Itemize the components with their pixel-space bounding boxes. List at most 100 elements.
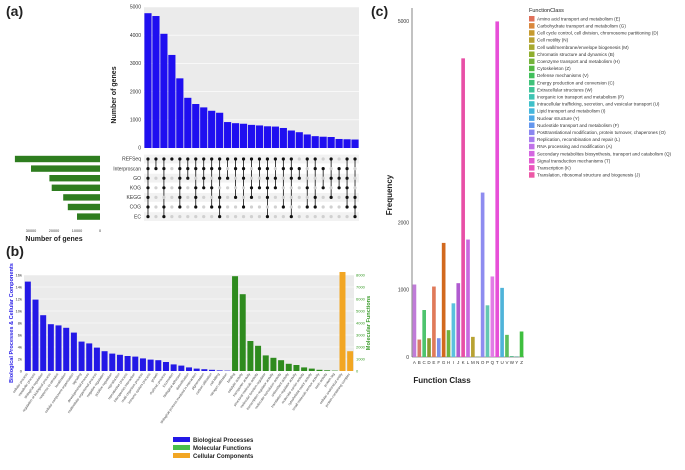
upset-y-axis-label: Number of genes	[111, 66, 118, 123]
go-bar	[308, 368, 315, 371]
upset-y-tick: 5000	[130, 5, 141, 11]
upset-matrix-dot-filled	[194, 186, 198, 190]
upset-matrix-dot-empty	[249, 167, 254, 171]
upset-matrix-dot-filled	[233, 167, 238, 171]
cog-legend-label: Coenzyme transport and metabolism (H)	[537, 59, 620, 64]
go-bar	[86, 343, 93, 371]
upset-matrix-dot-empty	[170, 167, 174, 171]
upset-set-size-label: Number of genes	[25, 236, 82, 243]
upset-matrix-dot-empty	[321, 157, 325, 161]
cog-legend-swatch	[529, 101, 535, 107]
upset-matrix-dot-empty	[218, 186, 222, 190]
upset-matrix-dot-filled	[297, 167, 301, 171]
upset-matrix-dot-filled	[162, 176, 166, 180]
upset-matrix-dot-filled	[178, 205, 182, 209]
upset-matrix-dot-empty	[297, 205, 301, 209]
cog-legend-swatch	[529, 58, 535, 65]
cog-legend-label: Lipid transport and metabolism (I)	[537, 109, 606, 114]
go-category-label: signaling	[71, 372, 82, 385]
upset-set-tick: 10000	[72, 229, 83, 233]
upset-matrix-dot-empty	[226, 195, 230, 199]
upset-matrix-dot-empty	[249, 205, 254, 209]
upset-y-tick: 3000	[130, 61, 141, 67]
upset-bar	[200, 107, 208, 148]
cog-legend-label: Inorganic ion transport and metabolism (…	[537, 95, 624, 100]
cog-legend-label: Nuclear structure (Y)	[537, 116, 580, 121]
cog-bar	[461, 58, 465, 357]
cog-legend-swatch	[529, 136, 535, 143]
cog-legend-swatch	[529, 94, 535, 100]
cog-bar	[436, 338, 441, 357]
upset-matrix-dot-filled	[178, 195, 182, 199]
upset-set-label: KEGG	[127, 195, 142, 201]
upset-matrix-dot-filled	[146, 205, 150, 209]
upset-matrix-dot-filled	[281, 205, 285, 209]
go-left-tick: 8k	[18, 321, 22, 326]
cog-legend-swatch	[529, 122, 535, 128]
upset-matrix-dot-filled	[202, 186, 206, 190]
upset-bar	[231, 123, 240, 148]
upset-matrix-dot-filled	[210, 186, 214, 190]
cog-x-tick: N	[476, 360, 479, 365]
upset-bar	[247, 124, 256, 148]
cog-bar	[480, 192, 485, 357]
upset-matrix-dot-filled	[273, 176, 277, 180]
cog-legend-swatch	[529, 79, 535, 86]
upset-matrix-dot-empty	[186, 195, 190, 199]
upset-matrix-dot-filled	[345, 157, 349, 161]
panel-a-label: (a)	[6, 3, 23, 19]
cog-x-tick: U	[500, 360, 503, 365]
upset-matrix-dot-empty	[154, 215, 158, 219]
upset-matrix-dot-filled	[289, 215, 293, 219]
upset-matrix-dot-filled	[162, 215, 166, 219]
go-bar	[139, 358, 146, 371]
go-bar	[316, 369, 323, 371]
upset-matrix-dot-empty	[329, 186, 333, 190]
go-bar	[301, 367, 308, 371]
upset-bar	[208, 110, 216, 148]
upset-bar	[351, 139, 359, 148]
go-bar	[70, 332, 77, 371]
go-right-tick: 4000	[356, 321, 366, 326]
go-left-tick: 12k	[16, 297, 22, 302]
upset-matrix-dot-filled	[241, 167, 246, 171]
go-left-axis-label: Biological Processes & Cellular Componen…	[9, 263, 15, 383]
upset-bar	[184, 97, 192, 148]
upset-matrix-dot-empty	[297, 186, 301, 190]
cog-legend-label: Cell wall/membrane/envelope biogenesis (…	[537, 45, 629, 50]
upset-set-bar	[67, 203, 100, 211]
upset-set-labels: REFSeq Interproscan GO KOG KEGG COG EC	[113, 157, 141, 221]
upset-matrix-dot-empty	[273, 195, 277, 199]
go-bar	[278, 360, 285, 371]
cog-legend-label: Cell motility (N)	[537, 38, 569, 43]
upset-matrix-dot-filled	[154, 157, 158, 161]
upset-set-bar	[51, 184, 100, 191]
cog-x-axis-label: Function Class	[413, 376, 471, 385]
upset-matrix-dot-empty	[329, 167, 333, 171]
cog-legend-swatch	[529, 51, 535, 57]
upset-matrix-dot-empty	[233, 205, 238, 209]
upset-matrix-dot-filled	[170, 157, 174, 161]
go-annotation-chart: 0 2k 4k 6k 8k 10k 12k 14k 16k 0 1000 2000 3000 4000 5…	[9, 263, 372, 460]
upset-matrix-dot-empty	[233, 176, 238, 180]
cog-y-tick: 0	[406, 355, 409, 361]
cog-legend-swatch	[529, 143, 535, 150]
upset-matrix-dot-empty	[313, 215, 317, 219]
upset-matrix-dot-empty	[257, 176, 262, 180]
upset-matrix-dot-filled	[313, 167, 317, 171]
cog-bar	[485, 305, 490, 357]
upset-matrix-dot-filled	[249, 186, 254, 190]
upset-matrix-dot-filled	[289, 176, 293, 180]
go-bar	[285, 363, 292, 371]
upset-matrix-dot-empty	[305, 167, 309, 171]
cog-legend-swatch	[529, 165, 535, 171]
cog-x-tick: V	[505, 360, 508, 365]
upset-matrix-dot-filled	[345, 167, 349, 171]
upset-matrix-dot-filled	[353, 205, 357, 209]
go-bar	[101, 351, 108, 371]
upset-matrix-dot-filled	[249, 195, 254, 199]
go-bar	[47, 324, 54, 371]
upset-matrix-dot-empty	[337, 205, 341, 209]
upset-matrix-dot-filled	[178, 167, 182, 171]
